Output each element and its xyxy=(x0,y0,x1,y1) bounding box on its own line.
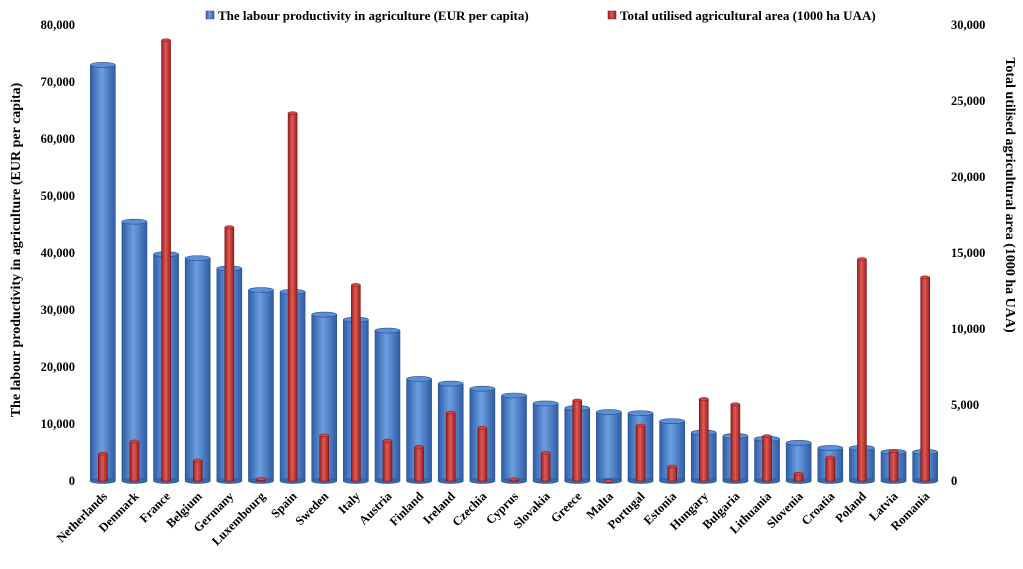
x-tick-label: Sweden xyxy=(292,489,331,528)
area-bar xyxy=(98,451,108,482)
productivity-bar xyxy=(596,409,622,484)
y-tick-right: 25,000 xyxy=(951,94,985,108)
y-tick-left: 0 xyxy=(69,474,75,488)
productivity-bar xyxy=(121,218,148,484)
area-bars xyxy=(98,38,930,483)
area-bar xyxy=(287,111,298,482)
area-bar xyxy=(540,451,551,482)
productivity-bar xyxy=(90,62,116,484)
area-bar xyxy=(825,455,836,482)
area-bar xyxy=(256,477,266,482)
area-bar xyxy=(635,423,646,482)
x-tick-label: Croatia xyxy=(799,489,838,528)
y-tick-left: 50,000 xyxy=(41,189,75,203)
x-tick-label: Netherlands xyxy=(54,489,110,545)
legend: The labour productivity in agriculture (… xyxy=(205,8,876,23)
y-tick-left: 80,000 xyxy=(41,18,75,32)
area-bar xyxy=(762,434,772,482)
y-tick-right: 30,000 xyxy=(951,18,985,32)
productivity-bar xyxy=(501,392,527,484)
legend-label-productivity: The labour productivity in agriculture (… xyxy=(218,8,529,23)
y-axis-title-left: The labour productivity in agriculture (… xyxy=(9,82,24,417)
y-axis-right: 0 5,000 10,000 15,000 20,000 25,000 30,000 xyxy=(951,18,985,488)
area-bar xyxy=(604,479,614,483)
y-tick-right: 0 xyxy=(951,474,957,488)
y-tick-right: 10,000 xyxy=(951,322,985,336)
area-bar xyxy=(730,402,741,482)
y-tick-left: 10,000 xyxy=(41,417,75,431)
area-bar xyxy=(414,445,424,482)
productivity-bar xyxy=(184,255,211,484)
area-bar xyxy=(698,397,709,482)
x-axis-labels: NetherlandsDenmarkFranceBelgiumGermanyLu… xyxy=(54,489,933,549)
legend-swatch-productivity xyxy=(205,10,215,20)
area-bar xyxy=(129,439,140,482)
area-bar xyxy=(382,438,393,482)
y-tick-left: 20,000 xyxy=(41,360,75,374)
y-axis-left: 0 10,000 20,000 30,000 40,000 50,000 60,000 70,… xyxy=(41,18,75,488)
productivity-bar xyxy=(248,287,274,484)
y-tick-left: 60,000 xyxy=(41,132,75,146)
area-bar xyxy=(857,257,867,482)
y-tick-left: 70,000 xyxy=(41,75,75,89)
x-tick-label: Poland xyxy=(833,489,869,525)
legend-swatch-area xyxy=(607,10,617,20)
y-tick-right: 5,000 xyxy=(951,398,979,412)
x-tick-label: Finland xyxy=(387,489,426,528)
productivity-bars xyxy=(90,62,938,484)
legend-label-area: Total utilised agricultural area (1000 h… xyxy=(620,8,876,23)
area-bar xyxy=(192,458,203,482)
y-axis-title-right: Total utilised agricultural area (1000 h… xyxy=(1002,57,1017,333)
y-tick-left: 30,000 xyxy=(41,303,75,317)
area-bar xyxy=(445,410,456,482)
area-bar xyxy=(351,283,361,482)
area-bar xyxy=(509,477,519,482)
area-bar xyxy=(224,225,235,482)
area-bar xyxy=(572,398,583,482)
y-tick-right: 20,000 xyxy=(951,170,985,184)
area-bar xyxy=(161,38,171,482)
area-bar xyxy=(667,464,677,482)
area-bar xyxy=(477,426,488,482)
area-bar xyxy=(319,433,330,482)
area-bar xyxy=(793,471,804,482)
y-tick-right: 15,000 xyxy=(951,246,985,260)
x-tick-label: Italy xyxy=(335,489,363,517)
area-bar xyxy=(920,275,930,482)
x-tick-label: Czechia xyxy=(450,489,490,529)
y-tick-left: 40,000 xyxy=(41,246,75,260)
x-tick-label: Slovenia xyxy=(764,489,806,531)
area-bar xyxy=(888,449,899,482)
x-tick-label: Greece xyxy=(548,489,585,526)
